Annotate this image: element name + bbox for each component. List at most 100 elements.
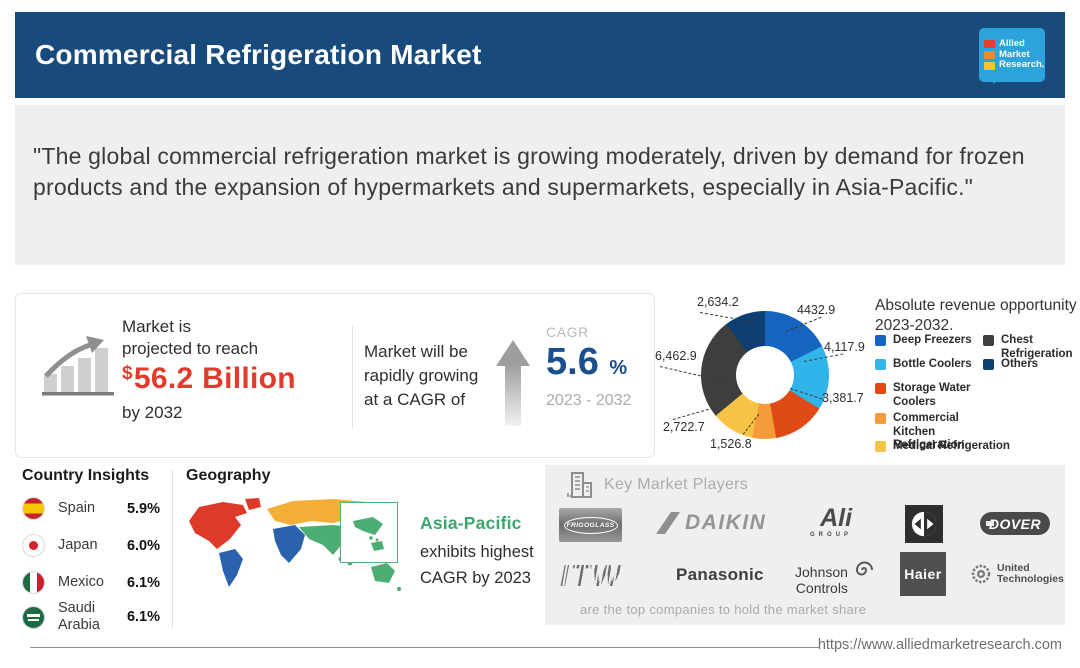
logo-ali-group: Ali GROUP	[810, 504, 853, 539]
legend-title: Absolute revenue opportunity 2023-2032.	[875, 296, 1077, 336]
cagr-lead-line2: rapidly growing	[364, 366, 479, 385]
panasonic-text: Panasonic	[676, 565, 764, 584]
country-row: Spain 5.9%	[22, 497, 160, 520]
logo-dover: DOVER	[980, 512, 1050, 535]
asia-pacific-highlight-box	[340, 502, 398, 563]
stats-card: Market is projected to reach $56.2 Billi…	[15, 293, 655, 458]
logo-haier: Haier	[900, 552, 946, 596]
geography-title: Geography	[186, 467, 271, 484]
logo-text: Allied Market Research.	[999, 39, 1044, 71]
quote-text: "The global commercial refrigeration mar…	[33, 143, 1025, 200]
footer-url-link[interactable]: https://www.alliedmarketresearch.com	[817, 637, 1062, 653]
cagr-number: 5.6	[546, 341, 599, 383]
mexico-flag-icon	[22, 571, 45, 594]
logo-panasonic: Panasonic	[676, 565, 764, 585]
utc-line1: United	[997, 562, 1030, 574]
logo-johnson-controls: Johnson Controls	[795, 558, 876, 596]
legend-item: Others	[983, 358, 1073, 372]
logo-itw: ITW	[560, 558, 623, 594]
legend-swatch	[875, 335, 886, 346]
johnson-line1: Johnson	[795, 564, 848, 580]
geography-desc-line2: CAGR by 2023	[420, 569, 531, 587]
projection-line2: projected to reach	[122, 339, 259, 358]
itw-text: ITW	[560, 558, 623, 593]
donut-value-label: 1,526.8	[710, 437, 752, 451]
section-divider	[172, 470, 173, 628]
country-name: Japan	[58, 537, 98, 553]
logo-line: Market	[999, 48, 1030, 60]
allied-market-research-logo: Allied Market Research.	[979, 28, 1045, 84]
country-value: 6.1%	[126, 609, 160, 625]
dover-text: DOVER	[988, 515, 1042, 532]
quote-panel: "The global commercial refrigeration mar…	[15, 105, 1065, 265]
country-row: Saudi Arabia 6.1%	[22, 600, 160, 634]
johnson-controls-text: Johnson Controls	[795, 564, 848, 596]
spain-flag-icon	[22, 497, 45, 520]
legend-label: Others	[1001, 358, 1039, 370]
legend-swatch	[983, 359, 994, 370]
legend-item: Storage Water Coolers	[875, 382, 975, 409]
cagr-unit: %	[609, 357, 628, 379]
japan-flag-icon	[22, 534, 45, 557]
donut-hole	[736, 346, 794, 404]
country-name: Mexico	[58, 574, 104, 590]
gear-icon	[971, 564, 991, 584]
johnson-line2: Controls	[795, 580, 848, 596]
legend-item: Medical Refrigeration	[875, 440, 1015, 454]
country-value: 5.9%	[126, 500, 160, 517]
label-leader-line	[672, 407, 714, 420]
key-market-players-panel: Key Market Players FRIGOGLASS DAIKIN Ali…	[545, 465, 1065, 625]
country-name: Saudi Arabia	[58, 600, 100, 633]
country-row: Japan 6.0%	[22, 534, 160, 557]
logo-line: Allied	[999, 38, 1025, 50]
country-insights-title: Country Insights	[22, 467, 150, 484]
logo-line: Research.	[999, 59, 1045, 71]
haier-text: Haier	[904, 566, 942, 582]
utc-line2: Technologies	[997, 573, 1064, 585]
geography-desc-line1: exhibits highest	[420, 543, 534, 561]
projection-text: Market is projected to reach $56.2 Billi…	[122, 316, 296, 424]
legend-swatch	[875, 413, 886, 424]
donut-value-label: 4,117.9	[824, 340, 865, 354]
frigoglass-text: FRIGOGLASS	[563, 516, 618, 534]
ali-text: Ali	[820, 504, 853, 532]
spiral-icon	[855, 561, 873, 576]
legend-label: Deep Freezers	[893, 334, 972, 346]
cagr-lead-text: Market will be rapidly growing at a CAGR…	[364, 340, 478, 412]
legend-swatch	[875, 441, 886, 452]
legend-item: Commercial Kitchen Refrigeration	[875, 412, 1000, 453]
daikin-text: DAIKIN	[685, 511, 767, 534]
donut-value-label: 2,634.2	[697, 295, 739, 309]
country-row: Mexico 6.1%	[22, 571, 160, 594]
footer-divider-line	[30, 647, 820, 648]
cagr-block: CAGR 5.6 % 2023 - 2032	[546, 324, 631, 410]
up-arrow-icon	[496, 340, 530, 426]
utc-text: United Technologies	[997, 563, 1064, 585]
legend-label: Medical Refrigeration	[893, 440, 1010, 452]
donut-value-label: 2,722.7	[663, 420, 705, 434]
legend-swatch	[875, 383, 886, 394]
saudi-arabia-flag-icon	[22, 605, 45, 629]
logo-electrolux	[905, 505, 943, 543]
logo-bars-icon	[984, 40, 995, 70]
legend-item: Chest Refrigeration	[983, 334, 1080, 361]
page-title: Commercial Refrigeration Market	[35, 39, 482, 70]
currency-symbol: $	[122, 363, 133, 384]
ali-group-text: GROUP	[810, 532, 853, 538]
projection-line1: Market is	[122, 317, 191, 336]
geography-text: Asia-Pacific exhibits highest CAGR by 20…	[420, 513, 534, 591]
geography-highlight: Asia-Pacific	[420, 513, 522, 533]
apac-inset-map	[353, 516, 384, 551]
buildings-icon	[567, 472, 592, 498]
legend-title-line1: Absolute revenue opportunity	[875, 297, 1077, 314]
cagr-lead-line3: at a CAGR of	[364, 390, 466, 409]
legend-swatch	[983, 335, 994, 346]
legend-swatch	[875, 359, 886, 370]
electrolux-icon	[905, 505, 943, 543]
legend-label: Storage Water Coolers	[893, 382, 971, 408]
donut-value-label: 4432.9	[797, 303, 836, 317]
players-title: Key Market Players	[604, 476, 749, 493]
daikin-mark-icon	[656, 512, 680, 534]
legend-title-line2: 2023-2032.	[875, 317, 954, 334]
